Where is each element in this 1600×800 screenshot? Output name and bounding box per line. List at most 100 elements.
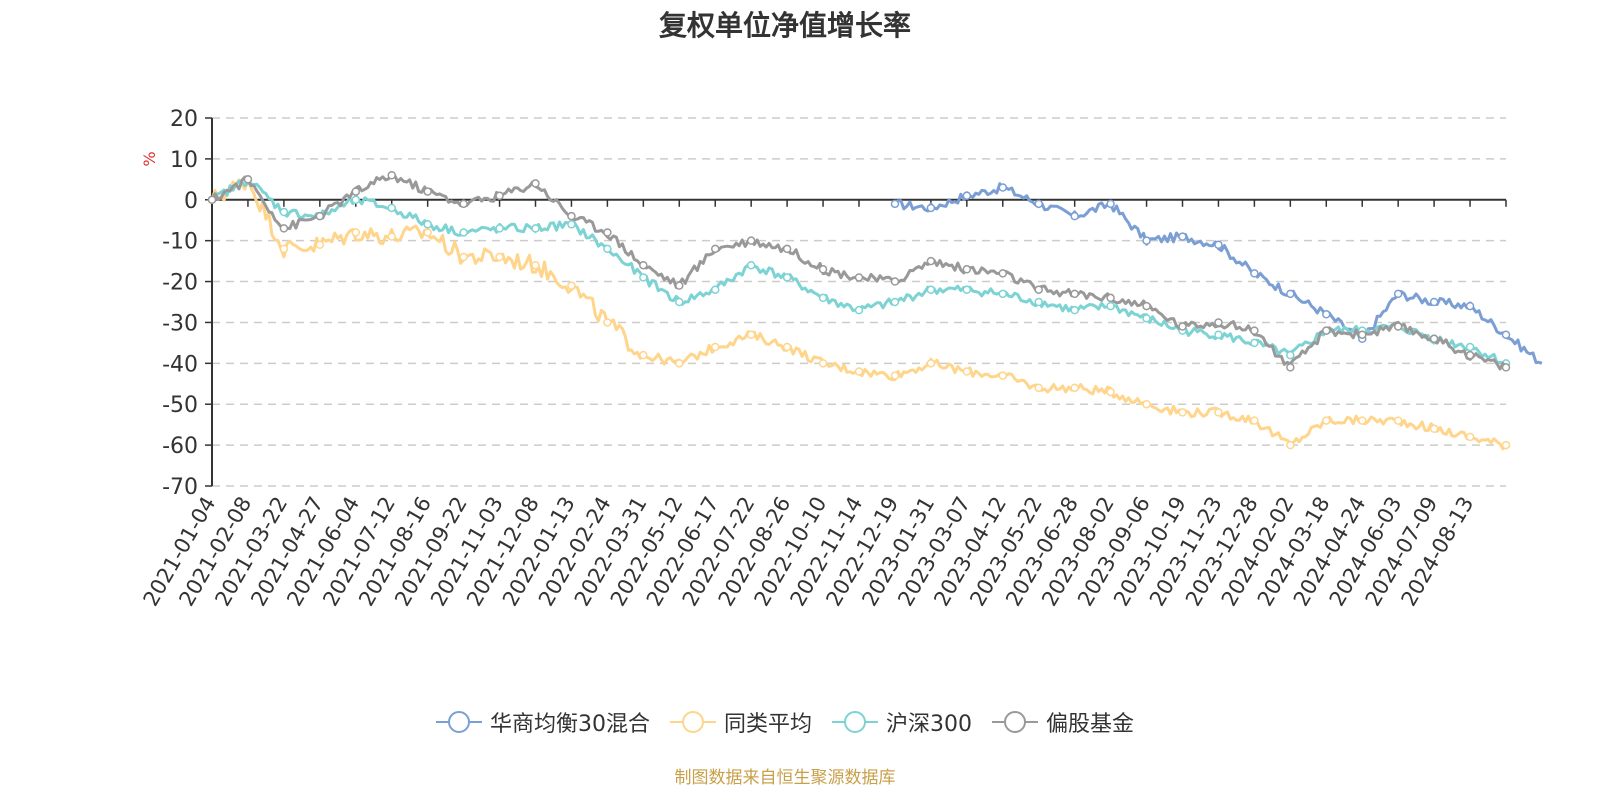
data-point bbox=[1070, 211, 1079, 221]
axes bbox=[205, 117, 1507, 487]
data-point bbox=[854, 273, 864, 282]
data-point bbox=[1250, 416, 1259, 425]
data-point bbox=[1357, 330, 1367, 339]
data-point bbox=[854, 367, 864, 376]
data-point bbox=[459, 228, 468, 237]
data-point bbox=[962, 285, 972, 294]
data-point bbox=[639, 350, 648, 360]
legend-item[interactable]: 沪深300 bbox=[832, 706, 972, 738]
data-point bbox=[890, 199, 900, 209]
data-point bbox=[315, 240, 325, 250]
data-point bbox=[1465, 301, 1475, 311]
y-tick-label: -20 bbox=[162, 271, 198, 296]
data-point bbox=[423, 220, 432, 229]
data-point bbox=[567, 211, 576, 221]
legend-marker-icon bbox=[669, 710, 716, 734]
chart-title: 复权单位净值增长率 bbox=[658, 9, 911, 42]
y-tick-label: -60 bbox=[162, 434, 198, 459]
data-point bbox=[387, 203, 396, 213]
data-point bbox=[603, 318, 612, 327]
data-point bbox=[243, 175, 253, 184]
data-point bbox=[998, 269, 1008, 278]
data-point bbox=[459, 252, 468, 262]
data-point bbox=[207, 195, 217, 205]
data-point bbox=[567, 281, 576, 290]
data-point bbox=[710, 244, 720, 254]
data-point bbox=[926, 203, 936, 213]
data-point bbox=[782, 244, 792, 254]
data-point bbox=[890, 297, 900, 307]
data-point bbox=[1142, 236, 1151, 245]
legend: 华商均衡30混合 同类平均 沪深300 偏股基金 bbox=[0, 706, 1570, 738]
data-point bbox=[926, 256, 936, 266]
data-point bbox=[1070, 289, 1079, 299]
data-point bbox=[1034, 383, 1043, 393]
data-point bbox=[531, 260, 540, 270]
data-point bbox=[1142, 314, 1151, 323]
data-point bbox=[495, 191, 504, 200]
data-point bbox=[818, 359, 828, 368]
data-point bbox=[387, 170, 396, 180]
data-point bbox=[818, 293, 828, 303]
data-point bbox=[1250, 326, 1259, 335]
data-point bbox=[1393, 416, 1403, 425]
data-point bbox=[1286, 350, 1295, 360]
data-point bbox=[962, 191, 972, 200]
data-point bbox=[1393, 289, 1403, 299]
data-point bbox=[351, 187, 361, 196]
data-point bbox=[1214, 408, 1223, 417]
legend-label: 华商均衡30混合 bbox=[489, 712, 650, 737]
data-point bbox=[1429, 334, 1439, 344]
legend-item[interactable]: 华商均衡30混合 bbox=[435, 706, 650, 738]
y-tick-label: -50 bbox=[162, 393, 198, 418]
data-point bbox=[890, 371, 900, 380]
data-point bbox=[387, 232, 396, 241]
data-point bbox=[279, 207, 289, 217]
data-point bbox=[1106, 199, 1115, 209]
data-point bbox=[746, 236, 756, 245]
series-line bbox=[210, 179, 1507, 365]
data-point bbox=[1501, 330, 1511, 339]
series-lines bbox=[207, 170, 1543, 451]
data-point bbox=[746, 260, 756, 270]
data-point bbox=[675, 297, 684, 307]
data-point bbox=[818, 265, 828, 274]
data-point bbox=[1465, 350, 1475, 360]
data-point bbox=[675, 359, 684, 368]
y-tick-label: 0 bbox=[184, 189, 198, 214]
y-tick-label: -40 bbox=[162, 352, 198, 377]
data-point bbox=[1106, 387, 1115, 397]
data-point bbox=[1429, 297, 1439, 307]
legend-item[interactable]: 同类平均 bbox=[669, 706, 812, 738]
data-point bbox=[459, 199, 468, 209]
axis-labels: 20100-10-20-30-40-50-60-70%2021-01-04202… bbox=[139, 107, 1479, 610]
data-point bbox=[603, 244, 612, 254]
y-tick-label: 20 bbox=[170, 107, 198, 132]
data-point bbox=[495, 252, 504, 262]
data-point bbox=[1214, 240, 1223, 250]
y-tick-label: 10 bbox=[170, 148, 198, 173]
legend-label: 同类平均 bbox=[723, 712, 812, 737]
data-point bbox=[279, 224, 289, 233]
data-point bbox=[1286, 440, 1295, 450]
data-point bbox=[1034, 285, 1043, 294]
data-point bbox=[926, 359, 936, 368]
legend-label: 偏股基金 bbox=[1046, 712, 1135, 737]
data-point bbox=[890, 277, 900, 286]
data-point bbox=[962, 265, 972, 274]
data-point bbox=[603, 228, 612, 237]
data-point bbox=[1070, 305, 1079, 315]
data-point bbox=[531, 179, 540, 188]
data-point bbox=[1178, 322, 1187, 331]
data-point bbox=[926, 285, 936, 294]
legend-item[interactable]: 偏股基金 bbox=[992, 706, 1134, 738]
data-point bbox=[1286, 363, 1295, 372]
data-point bbox=[279, 244, 289, 254]
data-point bbox=[998, 371, 1008, 380]
data-point bbox=[998, 289, 1008, 299]
data-point bbox=[1070, 383, 1079, 393]
data-point bbox=[1322, 416, 1331, 425]
y-tick-label: -70 bbox=[162, 475, 198, 500]
data-point bbox=[423, 228, 432, 237]
